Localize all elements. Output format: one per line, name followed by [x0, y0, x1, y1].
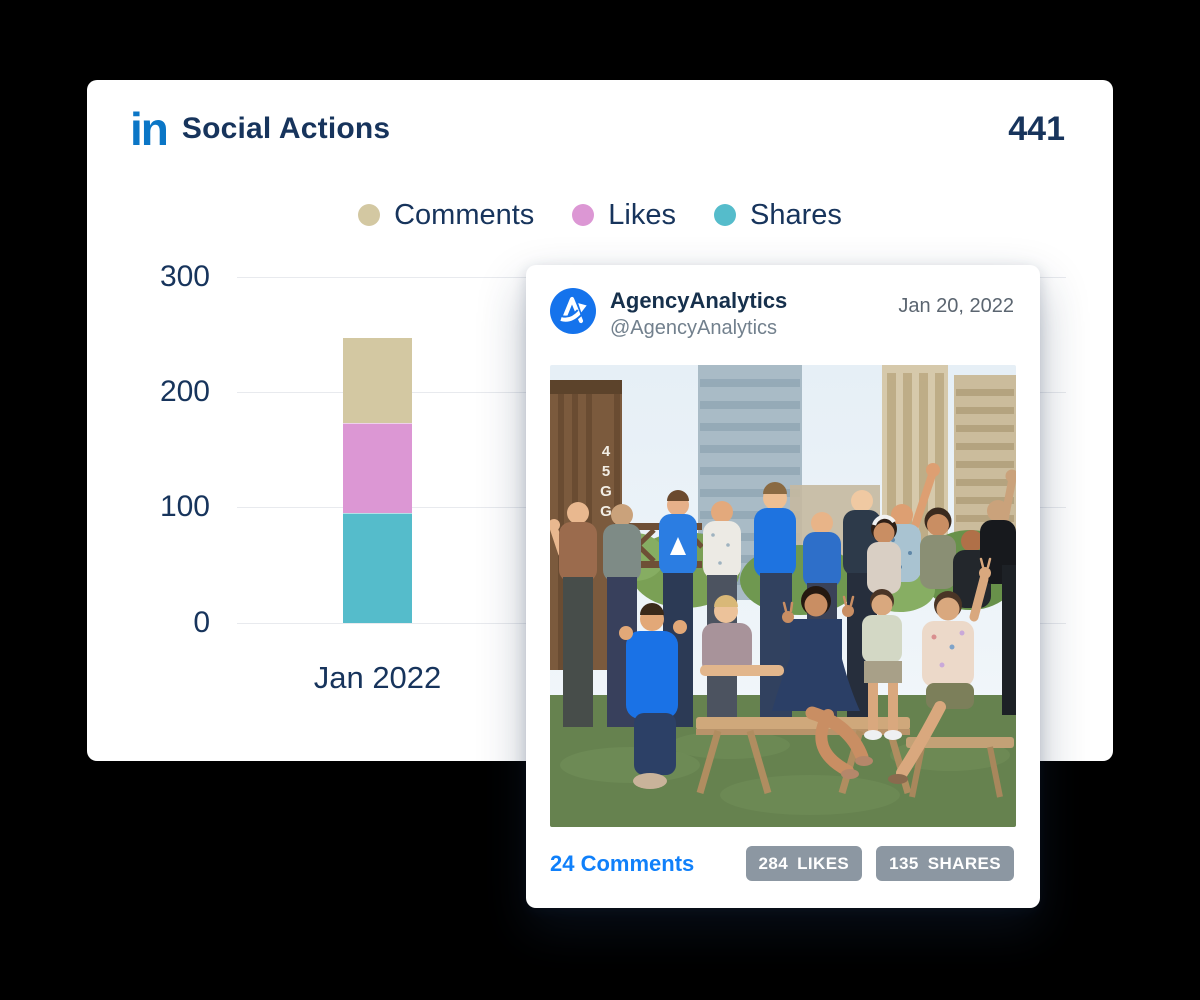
x-axis-label: Jan 2022 — [313, 660, 442, 695]
shares-count: 135 — [889, 853, 919, 873]
linkedin-post-card: AgencyAnalytics @AgencyAnalytics Jan 20,… — [526, 265, 1040, 908]
card-title: Social Actions — [181, 112, 391, 145]
post-photo: 45GG — [550, 365, 1016, 827]
bar-segment-shares — [343, 513, 412, 623]
post-author: AgencyAnalytics — [610, 288, 788, 313]
stat-badges: 284 LIKES 135 SHARES — [745, 846, 1014, 881]
y-tick-300: 300 — [159, 260, 210, 293]
legend-item-shares[interactable]: Shares — [714, 199, 842, 231]
bar-segment-comments — [343, 338, 412, 424]
likes-label: LIKES — [797, 853, 850, 873]
comments-link[interactable]: 24 Comments — [550, 850, 695, 876]
legend-label: Shares — [750, 199, 842, 231]
comments-dot-icon — [358, 204, 381, 226]
legend-item-likes[interactable]: Likes — [572, 199, 676, 231]
shares-label: SHARES — [927, 853, 1001, 873]
linkedin-logo-icon: in — [130, 103, 169, 155]
picnic-table — [696, 717, 1014, 798]
team-front-row — [619, 557, 1016, 789]
y-tick-200: 200 — [159, 375, 210, 408]
y-tick-100: 100 — [159, 490, 210, 523]
y-tick-0: 0 — [193, 606, 210, 639]
post-footer: 24 Comments 284 LIKES 135 SHARES — [550, 846, 1014, 881]
stacked-bar-jan-2022 — [343, 277, 412, 623]
shares-dot-icon — [714, 204, 736, 226]
bar-segment-likes — [343, 423, 412, 514]
container-text: 45GG — [598, 443, 615, 523]
total-actions-value: 441 — [1008, 109, 1065, 148]
chart-legend: Comments Likes Shares — [87, 199, 1113, 231]
post-handle: @AgencyAnalytics — [610, 317, 778, 339]
agencyanalytics-logo-icon — [550, 288, 596, 334]
legend-label: Likes — [608, 199, 676, 231]
likes-count: 284 — [758, 853, 789, 873]
card-header: in Social Actions 441 — [130, 104, 1065, 154]
legend-label: Comments — [394, 199, 535, 231]
likes-badge: 284 LIKES — [745, 846, 863, 881]
legend-item-comments[interactable]: Comments — [358, 199, 534, 231]
likes-dot-icon — [572, 204, 595, 226]
post-date: Jan 20, 2022 — [898, 295, 1014, 317]
shares-badge: 135 SHARES — [876, 846, 1014, 881]
